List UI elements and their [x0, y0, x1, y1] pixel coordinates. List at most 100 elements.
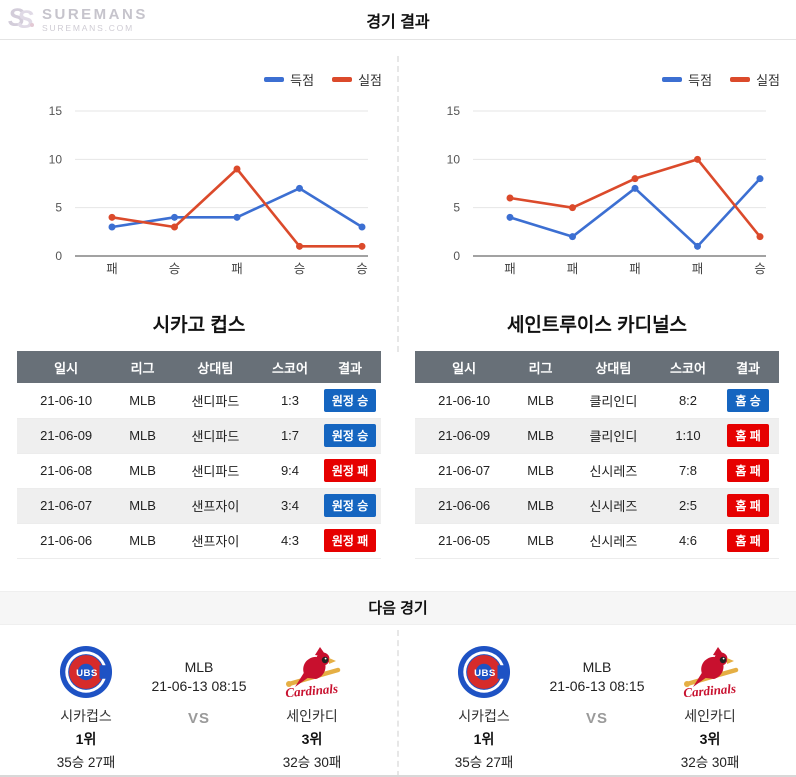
cell-opponent: 샌프자이 — [169, 488, 261, 524]
svg-text:15: 15 — [447, 104, 461, 118]
svg-text:승: 승 — [356, 262, 368, 276]
table-header-cell: 일시 — [415, 351, 514, 383]
cardinals-logo-icon: Cardinals — [650, 643, 770, 701]
cell-score: 1:7 — [260, 418, 320, 454]
cell-opponent: 클리인디 — [567, 418, 659, 454]
next-match-home: UBS 시카컵스 1위 35승 27패 — [424, 643, 544, 771]
brand-name: SUREMANS — [42, 5, 148, 23]
charts-section: 득점 실점 0 5 10 15 패 승 패 승 승 득점 실점 0 5 10 15 패 패 패 패 승 — [0, 54, 796, 290]
cell-result: 홈 승 — [717, 383, 779, 419]
table-header-row: 일시 리그 상대팀 스코어 결과 — [415, 351, 779, 383]
cell-result: 홈 패 — [717, 418, 779, 454]
table-row: 21-06-06 MLB 샌프자이 4:3 원정 패 — [17, 523, 381, 559]
team-rank: 3위 — [301, 730, 323, 747]
table-row: 21-06-08 MLB 샌디파드 9:4 원정 패 — [17, 453, 381, 489]
table-header-cell: 결과 — [319, 351, 381, 383]
svg-text:UBS: UBS — [76, 667, 98, 678]
page-title: 경기 결과 — [366, 13, 430, 31]
cell-score: 7:8 — [658, 453, 718, 489]
next-match-info: MLB 21-06-13 08:15 VS — [550, 643, 645, 771]
team-record: 35승 27패 — [56, 754, 116, 770]
next-match-card: UBS 시카컵스 1위 35승 27패 MLB 21-06-13 08:15 V… — [0, 643, 398, 771]
cubs-logo-icon: UBS — [26, 643, 146, 701]
center-divider-bottom — [397, 630, 399, 775]
result-badge: 홈 승 — [727, 388, 769, 412]
legend-dash-icon — [730, 77, 751, 82]
cell-result: 원정 승 — [319, 383, 381, 419]
table-row: 21-06-05 MLB 신시레즈 4:6 홈 패 — [415, 523, 779, 559]
team-name: 세인카디 — [684, 707, 736, 724]
team-record: 32승 30패 — [282, 754, 342, 770]
table-row: 21-06-10 MLB 샌디파드 1:3 원정 승 — [17, 383, 381, 419]
svg-text:승: 승 — [754, 262, 766, 276]
cell-opponent: 신시레즈 — [567, 453, 659, 489]
table-header-cell: 스코어 — [260, 351, 320, 383]
cell-opponent: 샌디파드 — [169, 383, 261, 419]
result-badge: 원정 승 — [323, 494, 377, 517]
table-row: 21-06-10 MLB 클리인디 8:2 홈 승 — [415, 383, 779, 419]
svg-text:S: S — [8, 4, 25, 32]
cell-league: MLB — [115, 453, 170, 489]
result-badge: 원정 승 — [323, 424, 377, 447]
next-match-info: MLB 21-06-13 08:15 VS — [152, 643, 247, 771]
cell-league: MLB — [513, 453, 568, 489]
svg-text:5: 5 — [55, 201, 62, 215]
cell-score: 4:3 — [260, 523, 320, 559]
cell-league: MLB — [115, 418, 170, 454]
match-datetime: 21-06-13 08:15 — [549, 677, 645, 694]
results-table-cubs: 일시 리그 상대팀 스코어 결과 21-06-10 MLB 샌디파드 1:3 원정 승 21-06… — [17, 351, 381, 559]
table-header-cell: 결과 — [717, 351, 779, 383]
table-header-cell: 리그 — [513, 351, 568, 383]
results-table-cardinals: 일시 리그 상대팀 스코어 결과 21-06-10 MLB 클리인디 8:2 홈 승 21-06-… — [415, 351, 779, 559]
legend-label: 실점 — [358, 73, 382, 88]
svg-text:15: 15 — [49, 104, 63, 118]
brand-domain: SUREMANS.COM — [42, 22, 134, 33]
cell-league: MLB — [513, 418, 568, 454]
table-row: 21-06-07 MLB 신시레즈 7:8 홈 패 — [415, 453, 779, 489]
team-record: 35승 27패 — [454, 754, 514, 770]
result-badge: 홈 패 — [727, 494, 769, 517]
team-rank: 1위 — [473, 730, 495, 747]
cell-opponent: 샌디파드 — [169, 418, 261, 454]
cell-score: 1:10 — [658, 418, 718, 454]
cell-league: MLB — [513, 488, 568, 524]
header: S S SUREMANS SUREMANS.COM 경기 결과 — [0, 0, 796, 40]
svg-text:승: 승 — [294, 262, 306, 276]
cell-date: 21-06-09 — [17, 418, 116, 454]
table-row: 21-06-07 MLB 샌프자이 3:4 원정 승 — [17, 488, 381, 524]
chart-cubs: 득점 실점 0 5 10 15 패 승 패 승 승 — [0, 54, 398, 290]
legend-label: 실점 — [756, 73, 780, 88]
match-datetime: 21-06-13 08:15 — [151, 677, 247, 694]
cell-result: 홈 패 — [717, 453, 779, 489]
legend-dash-icon — [662, 77, 683, 82]
table-row: 21-06-09 MLB 클리인디 1:10 홈 패 — [415, 418, 779, 454]
result-badge: 홈 패 — [727, 459, 769, 482]
svg-text:패: 패 — [629, 262, 641, 276]
cell-date: 21-06-07 — [17, 488, 116, 524]
cell-score: 3:4 — [260, 488, 320, 524]
cell-result: 홈 패 — [717, 523, 779, 559]
svg-text:패: 패 — [504, 262, 516, 276]
result-badge: 홈 패 — [727, 424, 769, 447]
table-header-cell: 스코어 — [658, 351, 718, 383]
legend-item: 실점 — [730, 70, 780, 89]
svg-text:패: 패 — [231, 262, 243, 276]
cell-league: MLB — [115, 488, 170, 524]
chart-legend: 득점 실점 — [662, 70, 780, 89]
cell-date: 21-06-06 — [415, 488, 514, 524]
cell-date: 21-06-05 — [415, 523, 514, 559]
suremans-logo[interactable]: S S SUREMANS SUREMANS.COM — [8, 2, 148, 37]
cell-league: MLB — [115, 383, 170, 419]
svg-text:10: 10 — [447, 152, 461, 166]
tables-row: 일시 리그 상대팀 스코어 결과 21-06-10 MLB 샌디파드 1:3 원정 승 21-06… — [0, 337, 796, 559]
cell-date: 21-06-07 — [415, 453, 514, 489]
legend-label: 득점 — [290, 73, 315, 88]
result-badge: 원정 승 — [323, 388, 377, 412]
team-rank: 3위 — [699, 730, 721, 747]
team-rank: 1위 — [75, 730, 97, 747]
cell-date: 21-06-09 — [415, 418, 514, 454]
chart-cardinals: 득점 실점 0 5 10 15 패 패 패 패 승 — [398, 54, 796, 290]
result-badge: 원정 패 — [323, 529, 377, 552]
cell-result: 원정 승 — [319, 488, 381, 524]
legend-dash-icon — [264, 77, 285, 82]
